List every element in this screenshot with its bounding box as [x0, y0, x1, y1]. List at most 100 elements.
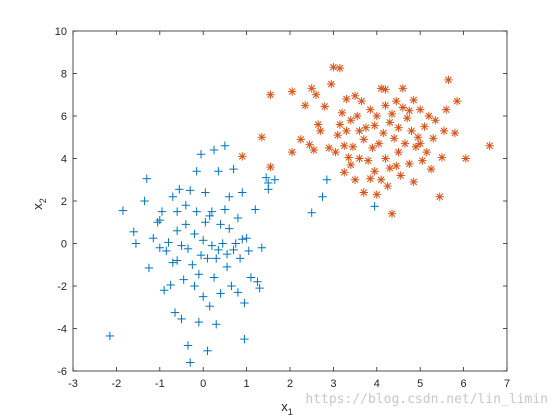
plus-point [159, 286, 169, 295]
plus-point [218, 239, 227, 248]
plus-point [370, 202, 379, 211]
asterisk-point [342, 126, 351, 136]
asterisk-point [333, 130, 342, 140]
asterisk-point [411, 142, 421, 152]
plus-point [153, 218, 162, 227]
plus-point [253, 277, 262, 286]
plus-point [157, 207, 167, 216]
asterisk-point [340, 168, 349, 177]
plus-point [244, 246, 253, 256]
asterisk-point [426, 164, 436, 174]
asterisk-point [340, 141, 349, 150]
plus-point [172, 207, 182, 216]
asterisk-point [376, 175, 386, 184]
plus-point [225, 224, 234, 233]
asterisk-point [461, 154, 470, 163]
asterisk-point [392, 96, 401, 106]
asterisk-point [348, 142, 358, 152]
asterisk-point [287, 87, 297, 96]
plus-point [172, 256, 182, 265]
plus-point [142, 174, 151, 183]
asterisk-point [389, 134, 399, 143]
plus-point [155, 215, 164, 225]
plus-point [214, 245, 223, 255]
x-tick-label: 2 [287, 378, 293, 390]
plus-point [172, 226, 182, 235]
plus-point [131, 239, 141, 248]
plus-point [192, 207, 201, 216]
plus-point [216, 289, 225, 298]
plus-point [220, 141, 230, 150]
asterisk-point [413, 133, 423, 142]
plus-point [185, 358, 195, 367]
plus-point [183, 244, 193, 254]
asterisk-point [346, 160, 355, 170]
plus-point [220, 205, 230, 214]
plus-point [144, 263, 154, 273]
x-tick-label: 6 [461, 378, 467, 390]
asterisk-point [381, 85, 390, 94]
y-tick-label: 4 [61, 154, 67, 166]
asterisk-point [329, 62, 338, 72]
asterisk-point [359, 135, 368, 144]
asterisk-point [344, 153, 353, 162]
y-tick-label: 2 [61, 196, 67, 208]
asterisk-point [357, 96, 366, 106]
plus-point [233, 213, 243, 223]
asterisk-point [307, 84, 316, 93]
asterisk-point [420, 122, 429, 131]
plus-point [129, 227, 138, 237]
plus-point [257, 243, 266, 252]
plus-point [209, 145, 219, 155]
x-axis-label: x1 [281, 399, 293, 417]
plus-point [231, 239, 240, 248]
plus-point [233, 288, 243, 297]
plus-point [164, 238, 173, 247]
asterisk-point [353, 111, 362, 121]
plus-point [181, 201, 191, 210]
plus-point [194, 270, 204, 279]
plus-point [166, 280, 175, 290]
asterisk-point [376, 84, 386, 93]
asterisk-point [396, 171, 405, 180]
asterisk-point [418, 156, 427, 165]
plus-point [240, 334, 249, 344]
plus-point [190, 281, 199, 291]
asterisk-point [359, 188, 368, 197]
plus-point [192, 167, 201, 176]
asterisk-point [316, 126, 325, 136]
asterisk-point [400, 139, 410, 148]
asterisk-point [296, 135, 306, 144]
x-tick-label: 5 [417, 378, 423, 390]
asterisk-point [435, 192, 444, 201]
asterisk-point [305, 140, 314, 149]
asterisk-point [387, 109, 397, 119]
plus-point [209, 273, 219, 282]
plus-point [227, 281, 236, 291]
plus-point [196, 250, 206, 260]
asterisk-point [350, 91, 360, 101]
plot-area [73, 31, 507, 371]
asterisk-point [405, 106, 414, 115]
y-axis-label: x2 [30, 198, 48, 210]
plus-point [212, 254, 221, 263]
plus-point [118, 206, 128, 215]
plus-point [179, 275, 188, 284]
plus-point [181, 220, 191, 229]
plus-point [205, 211, 214, 221]
asterisk-point [379, 128, 388, 138]
plus-point [307, 208, 316, 217]
y-tick-label: 10 [55, 26, 67, 38]
asterisk-point [342, 94, 351, 104]
plus-point [168, 258, 178, 267]
plus-point [199, 236, 208, 245]
asterisk-point [320, 102, 329, 111]
asterisk-point [394, 147, 403, 157]
asterisk-point [485, 141, 494, 150]
x-tick-label: 0 [200, 378, 206, 390]
plus-point [238, 235, 247, 244]
y-tick-label: -4 [57, 324, 67, 336]
plus-point [194, 317, 204, 327]
asterisk-point [370, 121, 379, 130]
